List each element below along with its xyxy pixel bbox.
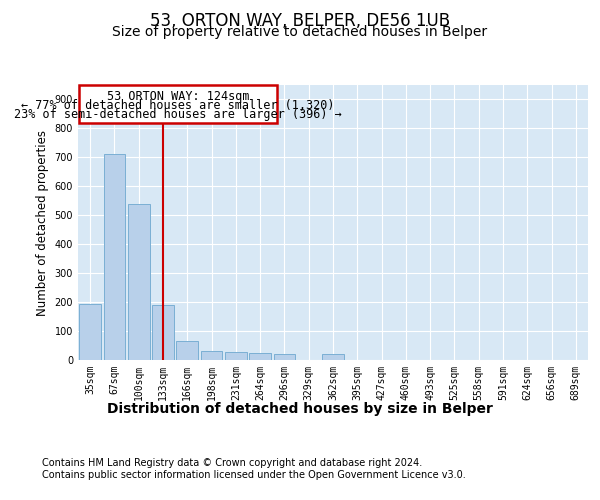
Text: Contains HM Land Registry data © Crown copyright and database right 2024.: Contains HM Land Registry data © Crown c… xyxy=(42,458,422,468)
Bar xyxy=(274,354,295,360)
Bar xyxy=(128,204,149,360)
Text: 53 ORTON WAY: 124sqm: 53 ORTON WAY: 124sqm xyxy=(107,90,250,103)
Bar xyxy=(79,304,101,360)
Text: 23% of semi-detached houses are larger (396) →: 23% of semi-detached houses are larger (… xyxy=(14,108,342,121)
Y-axis label: Number of detached properties: Number of detached properties xyxy=(36,130,49,316)
Text: Contains public sector information licensed under the Open Government Licence v3: Contains public sector information licen… xyxy=(42,470,466,480)
Text: 53, ORTON WAY, BELPER, DE56 1UB: 53, ORTON WAY, BELPER, DE56 1UB xyxy=(150,12,450,30)
Bar xyxy=(200,352,223,360)
Text: ← 77% of detached houses are smaller (1,320): ← 77% of detached houses are smaller (1,… xyxy=(22,99,335,112)
Bar xyxy=(225,352,247,360)
Bar xyxy=(249,353,271,360)
Text: Distribution of detached houses by size in Belper: Distribution of detached houses by size … xyxy=(107,402,493,416)
Text: Size of property relative to detached houses in Belper: Size of property relative to detached ho… xyxy=(112,25,488,39)
FancyBboxPatch shape xyxy=(79,85,277,122)
Bar xyxy=(104,154,125,360)
Bar xyxy=(322,354,344,360)
Bar xyxy=(176,341,198,360)
Bar xyxy=(152,305,174,360)
